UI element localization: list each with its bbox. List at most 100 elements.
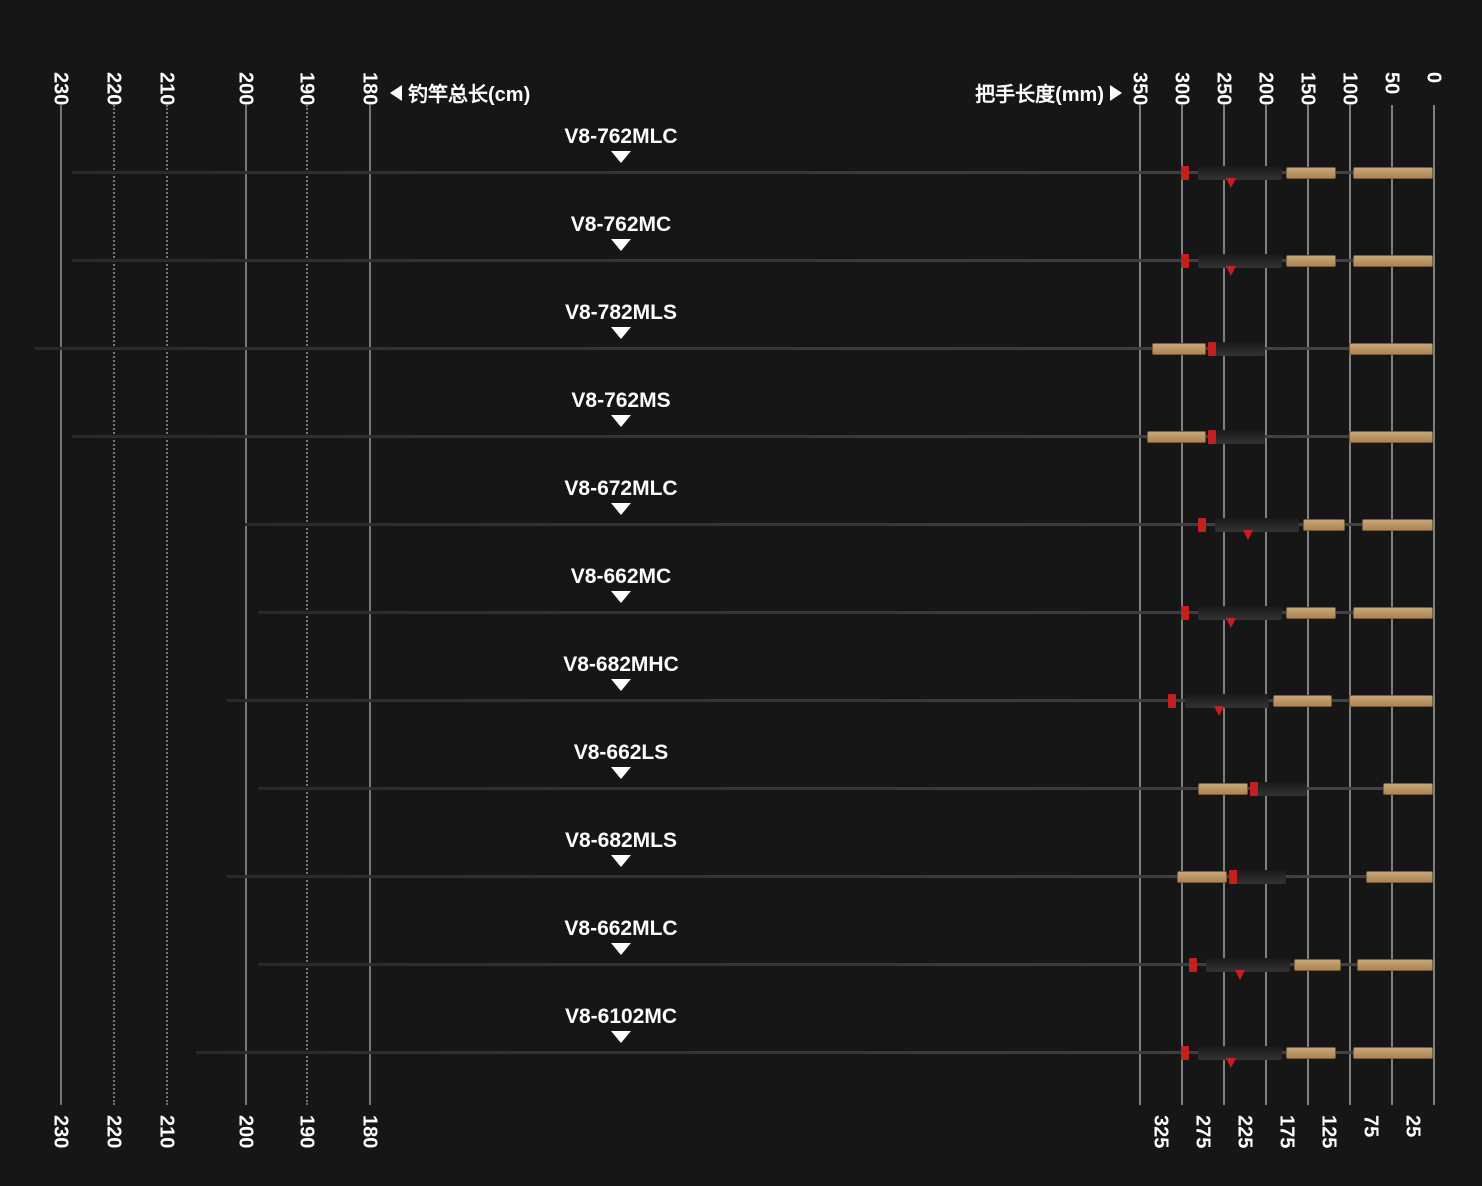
rod-reel-seat bbox=[1198, 166, 1282, 180]
rod-row: V8-762MC bbox=[0, 213, 1482, 293]
rod-reel-seat bbox=[1198, 1046, 1282, 1060]
rod-model-label: V8-682MLS bbox=[0, 829, 1362, 853]
rod-rear-grip bbox=[1353, 1047, 1433, 1059]
rod-model-label: V8-782MLS bbox=[0, 301, 1362, 325]
rod-rear-grip bbox=[1349, 343, 1433, 355]
chevron-down-icon bbox=[611, 503, 631, 515]
right-axis-tick-top: 0 bbox=[1422, 72, 1445, 83]
rod-model-label: V8-662MLC bbox=[0, 917, 1362, 941]
rod-fore-grip bbox=[1286, 607, 1336, 619]
rod-trigger bbox=[1226, 178, 1236, 188]
triangle-left-icon bbox=[390, 85, 402, 101]
rod-rear-grip bbox=[1353, 167, 1433, 179]
rod-row: V8-6102MC bbox=[0, 1005, 1482, 1085]
rod-accent bbox=[1208, 430, 1216, 444]
rod-trigger bbox=[1226, 266, 1236, 276]
left-axis-title-text: 钓竿总长(cm) bbox=[408, 78, 530, 107]
rod-rear-grip bbox=[1383, 783, 1433, 795]
rod-reel-seat bbox=[1257, 782, 1307, 796]
right-axis-tick-top: 350 bbox=[1128, 72, 1151, 105]
left-axis-tick-top: 200 bbox=[234, 72, 257, 105]
rod-row: V8-682MLS bbox=[0, 829, 1482, 909]
rod-model-label: V8-762MC bbox=[0, 213, 1362, 237]
chevron-down-icon bbox=[611, 1031, 631, 1043]
rod-fore-grip bbox=[1294, 959, 1340, 971]
rod-trigger bbox=[1243, 530, 1253, 540]
rod-accent bbox=[1181, 1046, 1189, 1060]
rod-accent bbox=[1229, 870, 1237, 884]
rod-row: V8-662MC bbox=[0, 565, 1482, 645]
chart-area: V8-762MLC V8-762MC V8-782MLS V8-762MSV8-672… bbox=[0, 105, 1482, 1105]
left-axis-tick-bottom: 230 bbox=[49, 1115, 72, 1148]
rod-fore-grip bbox=[1286, 255, 1336, 267]
right-axis-tick-top: 300 bbox=[1170, 72, 1193, 105]
rod-reel-seat bbox=[1215, 430, 1265, 444]
chevron-down-icon bbox=[611, 679, 631, 691]
left-axis-tick-bottom: 190 bbox=[295, 1115, 318, 1148]
right-axis-tick-bottom: 125 bbox=[1317, 1115, 1340, 1148]
chevron-down-icon bbox=[611, 855, 631, 867]
left-axis-tick-top: 180 bbox=[358, 72, 381, 105]
rod-row: V8-762MLC bbox=[0, 125, 1482, 205]
left-axis-tick-bottom: 220 bbox=[102, 1115, 125, 1148]
rod-accent bbox=[1198, 518, 1206, 532]
right-axis-tick-bottom: 275 bbox=[1191, 1115, 1214, 1148]
rod-fore-grip bbox=[1273, 695, 1332, 707]
rod-trigger bbox=[1226, 1058, 1236, 1068]
chevron-down-icon bbox=[611, 239, 631, 251]
rod-reel-seat bbox=[1185, 694, 1269, 708]
left-axis-tick-top: 220 bbox=[102, 72, 125, 105]
rod-fore-grip bbox=[1177, 871, 1227, 883]
rod-trigger bbox=[1214, 706, 1224, 716]
rod-accent bbox=[1181, 254, 1189, 268]
left-axis-tick-top: 230 bbox=[49, 72, 72, 105]
right-axis-tick-bottom: 325 bbox=[1149, 1115, 1172, 1148]
right-axis-tick-bottom: 225 bbox=[1233, 1115, 1256, 1148]
chevron-down-icon bbox=[611, 415, 631, 427]
right-axis-title: 把手长度(mm) bbox=[975, 78, 1122, 107]
rod-row: V8-762MS bbox=[0, 389, 1482, 469]
triangle-right-icon bbox=[1110, 85, 1122, 101]
left-axis-tick-top: 210 bbox=[155, 72, 178, 105]
right-axis-tick-bottom: 75 bbox=[1359, 1115, 1382, 1137]
rod-rear-grip bbox=[1357, 959, 1433, 971]
rod-rear-grip bbox=[1362, 519, 1433, 531]
rod-accent bbox=[1189, 958, 1197, 972]
rod-fore-grip bbox=[1198, 783, 1248, 795]
chevron-down-icon bbox=[611, 767, 631, 779]
rod-model-label: V8-682MHC bbox=[0, 653, 1362, 677]
rod-fore-grip bbox=[1303, 519, 1345, 531]
rod-row: V8-682MHC bbox=[0, 653, 1482, 733]
rod-model-label: V8-662MC bbox=[0, 565, 1362, 589]
rod-reel-seat bbox=[1198, 606, 1282, 620]
right-axis-tick-bottom: 175 bbox=[1275, 1115, 1298, 1148]
rod-row: V8-662MLC bbox=[0, 917, 1482, 997]
chevron-down-icon bbox=[611, 591, 631, 603]
rod-rear-grip bbox=[1349, 695, 1433, 707]
chevron-down-icon bbox=[611, 327, 631, 339]
rod-trigger bbox=[1235, 970, 1245, 980]
rod-accent bbox=[1208, 342, 1216, 356]
rod-accent bbox=[1181, 166, 1189, 180]
right-axis-title-text: 把手长度(mm) bbox=[975, 78, 1104, 107]
rod-accent bbox=[1181, 606, 1189, 620]
right-axis-tick-top: 100 bbox=[1338, 72, 1361, 105]
right-axis-tick-top: 250 bbox=[1212, 72, 1235, 105]
rod-row: V8-782MLS bbox=[0, 301, 1482, 381]
rod-row: V8-672MLC bbox=[0, 477, 1482, 557]
rod-reel-seat bbox=[1215, 342, 1265, 356]
left-axis-tick-bottom: 200 bbox=[234, 1115, 257, 1148]
chevron-down-icon bbox=[611, 151, 631, 163]
right-axis-tick-bottom: 25 bbox=[1401, 1115, 1424, 1137]
rod-rear-grip bbox=[1349, 431, 1433, 443]
rod-row: V8-662LS bbox=[0, 741, 1482, 821]
right-axis-tick-top: 200 bbox=[1254, 72, 1277, 105]
rod-reel-seat bbox=[1215, 518, 1299, 532]
rod-reel-seat bbox=[1236, 870, 1286, 884]
right-axis-tick-top: 50 bbox=[1380, 72, 1403, 94]
left-axis-title: 钓竿总长(cm) bbox=[390, 78, 530, 107]
rod-fore-grip bbox=[1286, 1047, 1336, 1059]
rod-rear-grip bbox=[1353, 255, 1433, 267]
rod-fore-grip bbox=[1286, 167, 1336, 179]
rod-rear-grip bbox=[1366, 871, 1433, 883]
